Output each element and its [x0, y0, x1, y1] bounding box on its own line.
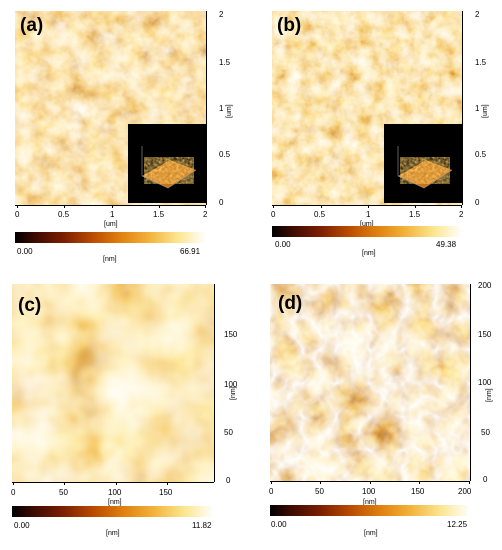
x-tick-label: 150 — [159, 488, 173, 497]
colorbar-d — [270, 505, 470, 516]
x-tick-mark — [159, 205, 160, 208]
y-tick-label: 1.5 — [219, 58, 231, 67]
x-tick-label: 2 — [459, 210, 464, 219]
colorbar-min-d: 0.00 — [271, 520, 287, 529]
x-tick-mark — [469, 481, 470, 484]
x-tick-mark — [370, 481, 371, 484]
x-tick-mark — [461, 205, 462, 208]
afm-image-c — [12, 284, 214, 482]
y-axis-line-d — [470, 284, 471, 481]
x-tick-mark — [116, 482, 117, 485]
colorbar-max-c: 11.82 — [192, 521, 212, 530]
x-tick-mark — [320, 481, 321, 484]
colorbar-min-c: 0.00 — [14, 521, 30, 530]
x-tick-mark — [64, 205, 65, 208]
x-tick-label: 50 — [315, 487, 324, 496]
y-tick-label: 0.5 — [219, 150, 231, 159]
y-axis-unit: [nm] — [230, 386, 237, 400]
colorbar-max-a: 66.91 — [180, 247, 201, 256]
x-axis-unit: [nm] — [108, 499, 122, 506]
y-tick-label: 50 — [224, 428, 233, 437]
x-tick-mark — [321, 205, 322, 208]
y-axis-unit: [um] — [226, 104, 233, 118]
y-tick-label: 100 — [478, 378, 492, 387]
colorbar-max-d: 12.25 — [447, 520, 468, 529]
x-tick-label: 100 — [108, 488, 122, 497]
x-tick-label: 100 — [362, 487, 376, 496]
x-axis-line-c — [12, 482, 214, 483]
x-tick-label: 0 — [269, 487, 274, 496]
x-tick-mark — [368, 205, 369, 208]
colorbar-unit-d: [nm] — [364, 530, 378, 537]
y-tick-label: 50 — [481, 428, 490, 437]
x-axis-unit: [nm] — [363, 499, 377, 506]
colorbar-unit-c: [nm] — [106, 530, 120, 537]
x-axis-line-b — [272, 205, 462, 206]
x-tick-label: 0.5 — [314, 210, 326, 219]
x-axis-line-a — [15, 205, 206, 206]
colorbar-unit-a: [nm] — [103, 256, 117, 263]
y-tick-label: 1 — [475, 104, 480, 113]
y-tick-label: 0 — [226, 476, 231, 485]
panel-label-c: (c) — [18, 295, 42, 316]
x-axis-unit: [um] — [104, 221, 118, 228]
afm-image-d — [270, 284, 470, 481]
x-tick-label: 0 — [15, 210, 20, 219]
panel-label-d: (d) — [278, 293, 303, 314]
y-tick-label: 200 — [478, 281, 492, 290]
x-tick-label: 1.5 — [153, 210, 165, 219]
x-tick-mark — [271, 481, 272, 484]
colorbar-min-b: 0.00 — [275, 240, 291, 249]
y-tick-label: 100 — [224, 380, 238, 389]
y-axis-line-b — [462, 11, 463, 205]
x-tick-mark — [13, 482, 14, 485]
colorbar-a — [15, 232, 206, 243]
y-tick-label: 150 — [224, 330, 238, 339]
x-tick-mark — [419, 481, 420, 484]
inset-3d-plot-b — [384, 124, 462, 203]
x-tick-label: 2 — [203, 210, 208, 219]
x-tick-label: 50 — [59, 488, 68, 497]
x-tick-mark — [167, 482, 168, 485]
inset-3d-plot-a — [128, 124, 206, 203]
x-tick-label: 0.5 — [58, 210, 70, 219]
y-tick-label: 1 — [219, 104, 224, 113]
x-axis-unit: [um] — [360, 221, 374, 228]
x-tick-mark — [273, 205, 274, 208]
colorbar-max-b: 49.38 — [436, 240, 457, 249]
x-tick-mark — [64, 482, 65, 485]
x-tick-mark — [112, 205, 113, 208]
x-tick-label: 1 — [110, 210, 115, 219]
y-tick-label: 1.5 — [475, 58, 487, 67]
x-tick-mark — [17, 205, 18, 208]
x-tick-mark — [415, 205, 416, 208]
colorbar-unit-b: [nm] — [362, 250, 376, 257]
x-tick-label: 0 — [271, 210, 276, 219]
y-axis-unit: [um] — [482, 104, 489, 118]
x-tick-mark — [205, 205, 206, 208]
x-tick-label: 150 — [411, 487, 425, 496]
y-tick-label: 2 — [219, 10, 224, 19]
colorbar-min-a: 0.00 — [17, 247, 33, 256]
y-tick-label: 150 — [478, 330, 492, 339]
colorbar-b — [272, 226, 462, 237]
y-axis-line-c — [214, 284, 215, 482]
y-axis-line-a — [206, 11, 207, 205]
x-tick-label: 1 — [366, 210, 371, 219]
y-tick-label: 0.5 — [475, 150, 487, 159]
x-tick-label: 1.5 — [409, 210, 421, 219]
panel-label-a: (a) — [20, 15, 44, 36]
colorbar-c — [12, 506, 214, 517]
y-tick-label: 0 — [483, 475, 488, 484]
y-axis-unit: [nm] — [486, 388, 493, 402]
y-tick-label: 0 — [475, 198, 480, 207]
y-tick-label: 0 — [219, 198, 224, 207]
x-tick-label: 200 — [458, 487, 472, 496]
panel-label-b: (b) — [277, 15, 302, 36]
y-tick-label: 2 — [475, 10, 480, 19]
x-tick-label: 0 — [11, 488, 16, 497]
